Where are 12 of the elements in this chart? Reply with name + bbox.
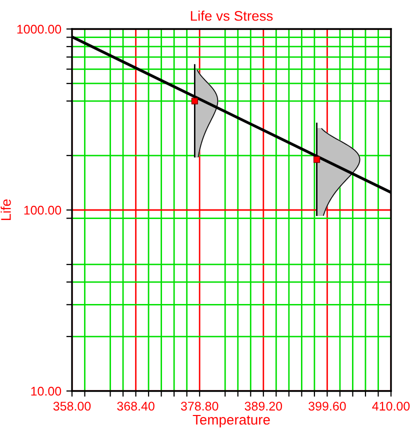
x-tick-label: 358.00 (53, 402, 91, 411)
x-tick-label: 368.40 (117, 402, 154, 411)
y-tick-label: 100.00 (24, 206, 62, 215)
x-tick-label: 399.60 (308, 402, 346, 411)
x-tick-label: 389.20 (244, 402, 282, 411)
x-tick-label: 378.80 (180, 402, 218, 411)
x-tick-label: 410.00 (372, 402, 410, 411)
x-axis-title: Temperature (192, 414, 270, 428)
chart-title: Life vs Stress (190, 10, 273, 21)
y-tick-label: 1000.00 (17, 24, 62, 34)
y-tick-label: 10.00 (31, 386, 62, 396)
y-axis-title: Life (0, 199, 11, 220)
